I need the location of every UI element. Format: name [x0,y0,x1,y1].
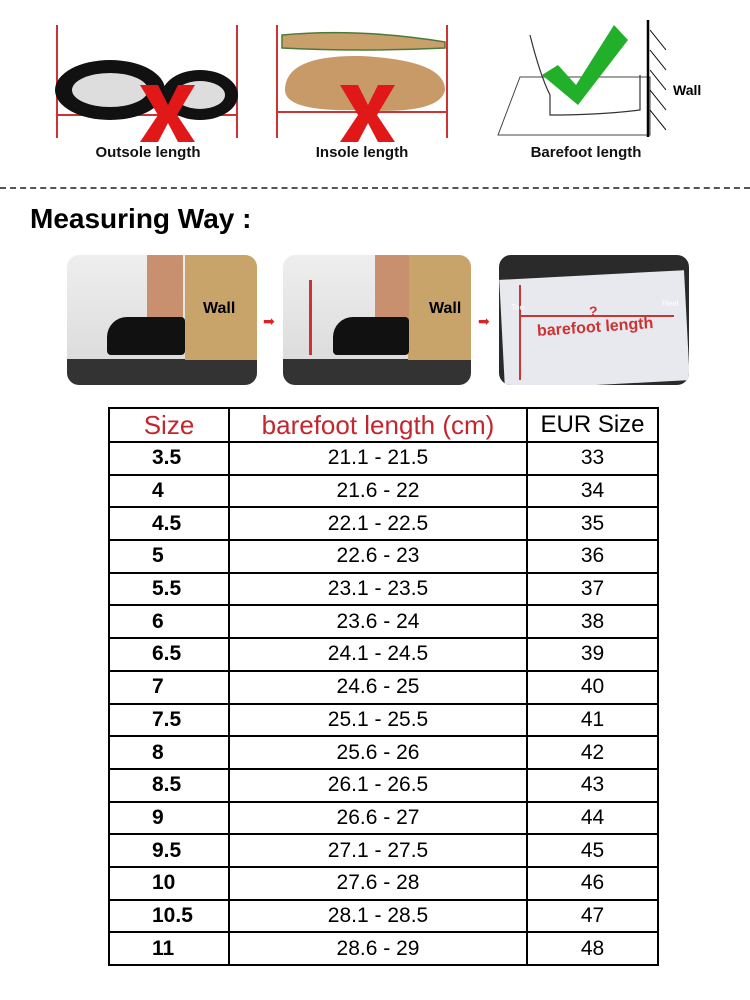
table-row: 8.5 26.1 - 26.5 43 [108,767,659,803]
method-label: Insole length [315,144,409,161]
size-cell: 6.5 [108,637,230,672]
eur-cell: 38 [526,604,659,640]
length-cell: 23.1 - 23.5 [228,571,528,607]
size-cell: 5.5 [108,571,230,607]
header-size: Size [108,407,230,443]
length-cell: 25.6 - 26 [228,735,528,770]
dashed-divider [0,187,750,189]
table-row: 10 27.6 - 28 46 [108,865,659,901]
step-photo-3: Toe Heel ? barefoot length [499,255,689,385]
method-label: Outsole length [95,144,201,161]
header-barefoot-length: barefoot length (cm) [228,407,528,443]
wall-label: Wall [673,82,702,98]
heel-label: Heel [662,299,679,308]
length-cell: 27.6 - 28 [228,865,528,901]
table-row: 4.5 22.1 - 22.5 35 [108,506,659,542]
length-cell: 28.1 - 28.5 [228,898,528,934]
length-cell: 23.6 - 24 [228,604,528,640]
wall-label: Wall [203,300,236,317]
size-cell: 8 [108,735,230,770]
size-cell: 4 [108,473,230,509]
table-row: 3.5 21.1 - 21.5 33 [108,441,659,476]
size-cell: 3.5 [108,441,230,476]
eur-cell: 44 [526,800,659,836]
arrow-icon: ➡ [263,313,275,329]
length-cell: 22.1 - 22.5 [228,506,528,542]
step-photo-1: Wall [67,255,257,385]
table-row: 8 25.6 - 26 42 [108,735,659,770]
outsole-illustration [55,25,238,142]
size-table: Size barefoot length (cm) EUR Size 3.5 21… [108,407,659,966]
insole-illustration [276,25,448,142]
table-row: 7.5 25.1 - 25.5 41 [108,702,659,738]
table-row: 7 24.6 - 25 40 [108,669,659,705]
length-cell: 26.6 - 27 [228,800,528,836]
eur-cell: 35 [526,506,659,542]
size-cell: 4.5 [108,506,230,542]
size-cell: 7 [108,669,230,705]
length-cell: 24.1 - 24.5 [228,637,528,672]
arrow-icon: ➡ [478,313,490,329]
eur-cell: 46 [526,865,659,901]
eur-cell: 48 [526,931,659,966]
measuring-title: Measuring Way : [30,203,252,234]
eur-cell: 33 [526,441,659,476]
size-cell: 7.5 [108,702,230,738]
table-header-row: Size barefoot length (cm) EUR Size [108,407,659,443]
size-cell: 10.5 [108,898,230,934]
length-cell: 28.6 - 29 [228,931,528,966]
checkmark-icon [542,25,628,105]
method-label: Barefoot length [530,144,642,161]
size-cell: 9.5 [108,833,230,868]
wall-label: Wall [429,300,462,317]
length-cell: 25.1 - 25.5 [228,702,528,738]
eur-cell: 45 [526,833,659,868]
length-cell: 24.6 - 25 [228,669,528,705]
table-row: 10.5 28.1 - 28.5 47 [108,898,659,934]
barefoot-illustration [497,20,667,137]
table-row: 9 26.6 - 27 44 [108,800,659,836]
x-icon [340,85,395,142]
table-row: 11 28.6 - 29 48 [108,931,659,966]
question-mark: ? [589,303,598,319]
length-cell: 26.1 - 26.5 [228,767,528,803]
length-cell: 27.1 - 27.5 [228,833,528,868]
eur-cell: 40 [526,669,659,705]
eur-cell: 37 [526,571,659,607]
eur-cell: 39 [526,637,659,672]
eur-cell: 43 [526,767,659,803]
table-row: 9.5 27.1 - 27.5 45 [108,833,659,868]
x-icon [140,85,195,142]
table-row: 5 22.6 - 23 36 [108,539,659,574]
size-cell: 8.5 [108,767,230,803]
size-cell: 5 [108,539,230,574]
table-row: 6 23.6 - 24 38 [108,604,659,640]
table-row: 6.5 24.1 - 24.5 39 [108,637,659,672]
header-eur-size: EUR Size [526,407,659,443]
eur-cell: 47 [526,898,659,934]
size-cell: 10 [108,865,230,901]
eur-cell: 41 [526,702,659,738]
table-row: 5.5 23.1 - 23.5 37 [108,571,659,607]
eur-cell: 42 [526,735,659,770]
size-cell: 6 [108,604,230,640]
length-cell: 21.1 - 21.5 [228,441,528,476]
toe-label: Toe [511,303,524,312]
size-cell: 11 [108,931,230,966]
eur-cell: 34 [526,473,659,509]
length-cell: 22.6 - 23 [228,539,528,574]
size-cell: 9 [108,800,230,836]
table-row: 4 21.6 - 22 34 [108,473,659,509]
step-photo-2: Wall [283,255,471,385]
length-cell: 21.6 - 22 [228,473,528,509]
eur-cell: 36 [526,539,659,574]
